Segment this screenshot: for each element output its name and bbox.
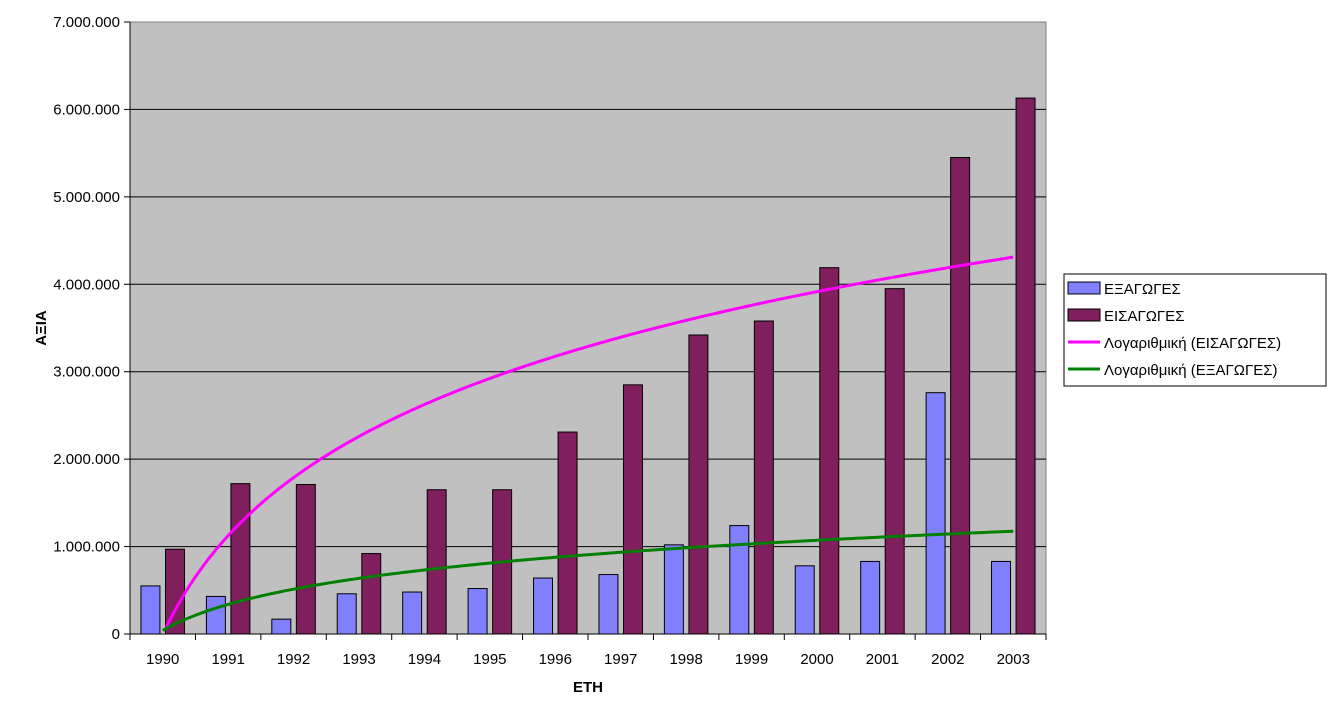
bar-imports xyxy=(753,320,774,635)
x-tick-label: 1990 xyxy=(146,651,179,668)
trendline-exports xyxy=(161,529,1014,632)
y-tick-label: 5.000.000 xyxy=(53,189,120,206)
trendline-imports xyxy=(164,255,1014,629)
legend-item-imports-label: ΕΙΣΑΓΩΓΕΣ xyxy=(1104,308,1184,325)
bar-imports xyxy=(1015,97,1036,635)
legend-item-exports-label: ΕΞΑΓΩΓΕΣ xyxy=(1104,281,1181,298)
legend-item-exports-swatch xyxy=(1067,281,1101,295)
trendlines xyxy=(161,255,1014,632)
bar-imports xyxy=(361,553,382,635)
y-tick-label: 6.000.000 xyxy=(53,101,120,118)
legend: ΕΞΑΓΩΓΕΣ ΕΙΣΑΓΩΓΕΣ Λογαριθμική (ΕΙΣΑΓΩΓΕΣ)… xyxy=(1063,273,1327,387)
x-tick-label: 1996 xyxy=(539,651,572,668)
legend-item-imports-swatch xyxy=(1067,308,1101,322)
bar-exports xyxy=(598,574,619,635)
legend-item-trend-imports-label: Λογαριθμική (ΕΙΣΑΓΩΓΕΣ) xyxy=(1104,335,1281,352)
bar-exports xyxy=(402,591,423,635)
x-tick-label: 2000 xyxy=(800,651,833,668)
x-tick-label: 1991 xyxy=(211,651,244,668)
bar-exports xyxy=(336,593,357,635)
y-axis-title: ΑΞΙΑ xyxy=(33,310,50,346)
y-tick-label: 1.000.000 xyxy=(53,539,120,556)
bar-imports xyxy=(950,157,971,635)
bar-exports xyxy=(991,560,1012,635)
x-tick-label: 1993 xyxy=(342,651,375,668)
bar-exports xyxy=(205,595,226,635)
bar-exports xyxy=(794,565,815,635)
x-tick-label: 2002 xyxy=(931,651,964,668)
x-tick-label: 1997 xyxy=(604,651,637,668)
bar-imports xyxy=(622,384,643,635)
bar-exports xyxy=(140,585,161,635)
bar-imports xyxy=(819,267,840,635)
plot-area xyxy=(129,21,1047,635)
bar-imports xyxy=(884,288,905,635)
y-tick-label: 2.000.000 xyxy=(53,451,120,468)
legend-item-trend-exports-label: Λογαριθμική (ΕΞΑΓΩΓΕΣ) xyxy=(1104,362,1278,379)
x-tick-label: 1998 xyxy=(669,651,702,668)
bars xyxy=(140,97,1036,635)
bar-exports xyxy=(925,392,946,635)
bar-exports xyxy=(271,618,292,635)
bar-imports xyxy=(230,483,251,635)
bar-exports xyxy=(663,544,684,635)
y-tick-label: 0 xyxy=(112,626,120,643)
x-tick-label: 2003 xyxy=(997,651,1030,668)
bar-exports xyxy=(729,525,750,635)
x-tick-label: 2001 xyxy=(866,651,899,668)
y-tick-label: 3.000.000 xyxy=(53,364,120,381)
axes: 0 1.000.000 2.000.000 3.000.000 4.000.000 5.0… xyxy=(53,14,1047,668)
legend-box xyxy=(1063,273,1327,387)
x-tick-label: 1994 xyxy=(408,651,441,668)
x-tick-label: 1992 xyxy=(277,651,310,668)
x-tick-label: 1999 xyxy=(735,651,768,668)
bar-imports xyxy=(557,431,578,635)
y-tick-label: 4.000.000 xyxy=(53,276,120,293)
bar-exports xyxy=(860,560,881,635)
y-tick-label: 7.000.000 xyxy=(53,14,120,31)
bar-imports xyxy=(688,334,709,635)
x-axis-title: ΕΤΗ xyxy=(573,679,603,696)
bar-imports xyxy=(295,483,316,635)
x-tick-label: 1995 xyxy=(473,651,506,668)
bar-exports xyxy=(467,588,488,635)
bar-exports xyxy=(533,577,554,635)
bar-imports xyxy=(426,489,447,635)
